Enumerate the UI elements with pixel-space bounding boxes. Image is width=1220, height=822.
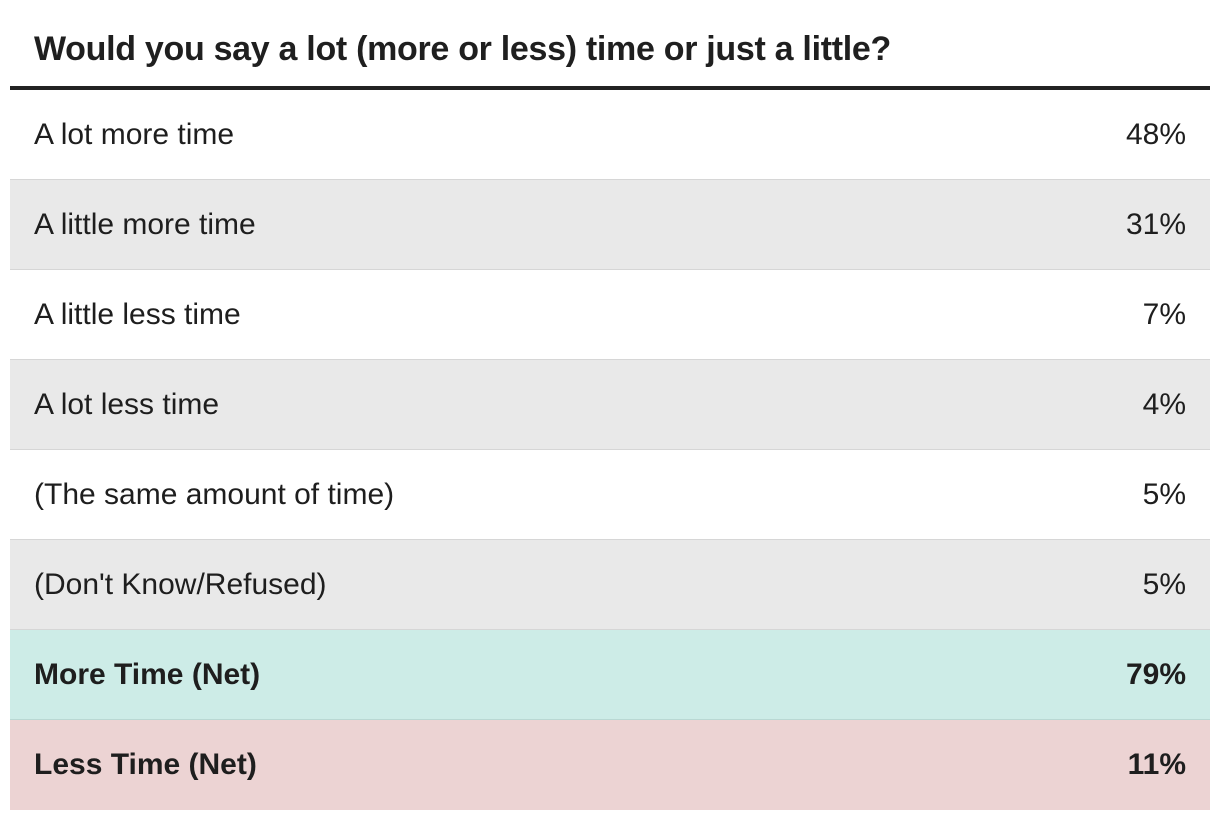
- table-row: Less Time (Net) 11%: [10, 720, 1210, 810]
- row-value: 79%: [1125, 657, 1186, 691]
- row-value: 5%: [1142, 477, 1186, 511]
- table-row: A little less time 7%: [10, 270, 1210, 360]
- row-value: 4%: [1142, 387, 1186, 421]
- row-value: 7%: [1142, 297, 1186, 331]
- row-label: A lot more time: [34, 117, 235, 151]
- results-table: Would you say a lot (more or less) time …: [10, 0, 1210, 810]
- row-label: (The same amount of time): [34, 477, 395, 511]
- table-row: (Don't Know/Refused) 5%: [10, 540, 1210, 630]
- row-label: More Time (Net): [34, 657, 261, 691]
- table-row: A lot more time 48%: [10, 90, 1210, 180]
- row-label: A lot less time: [34, 387, 220, 421]
- row-value: 5%: [1142, 567, 1186, 601]
- table-row: More Time (Net) 79%: [10, 630, 1210, 720]
- row-value: 31%: [1125, 207, 1186, 241]
- table-body: A lot more time 48% A little more time 31% A…: [10, 90, 1210, 810]
- table-row: A little more time 31%: [10, 180, 1210, 270]
- row-label: A little more time: [34, 207, 256, 241]
- table-row: (The same amount of time) 5%: [10, 450, 1210, 540]
- row-label: (Don't Know/Refused): [34, 567, 327, 601]
- row-label: Less Time (Net): [34, 748, 257, 781]
- table-row: A lot less time 4%: [10, 360, 1210, 450]
- table-title: Would you say a lot (more or less) time …: [10, 0, 1210, 90]
- row-value: 11%: [1127, 748, 1186, 781]
- row-value: 48%: [1125, 117, 1186, 151]
- row-label: A little less time: [34, 297, 241, 331]
